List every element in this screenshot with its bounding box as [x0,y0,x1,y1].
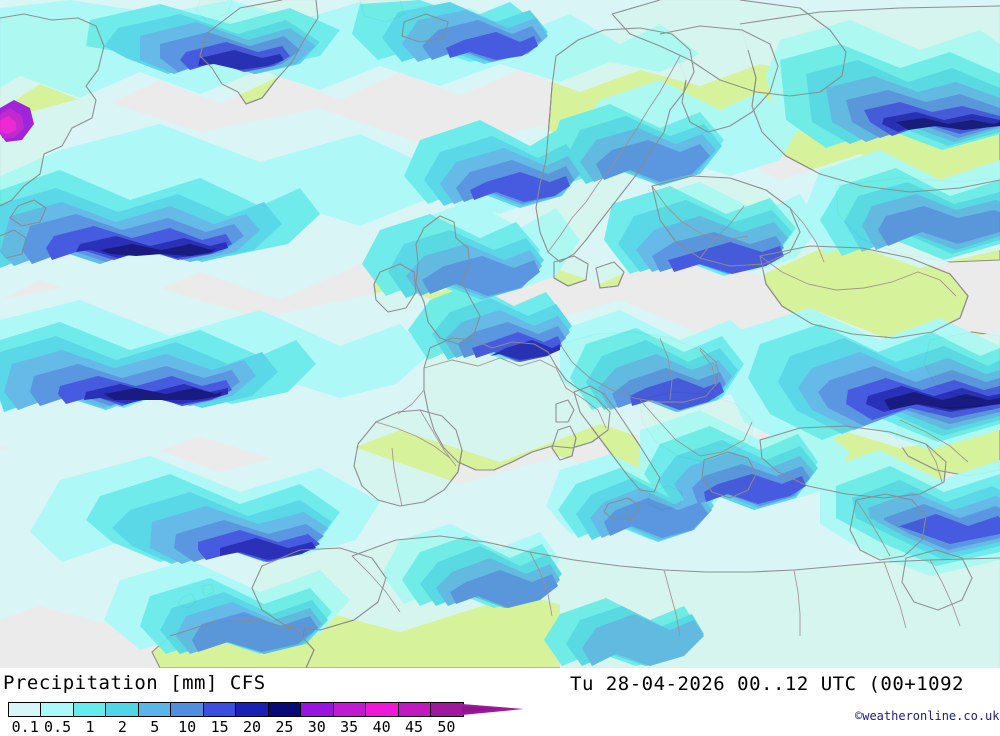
colorbar-swatch[interactable] [267,703,301,716]
colorbar-swatch[interactable] [9,703,41,716]
colorbar-swatch[interactable] [300,703,333,716]
colorbar-swatch[interactable] [202,703,236,716]
colorbar-tick-label: 30 [307,718,326,736]
colorbar-swatch[interactable] [137,703,171,716]
map-canvas [0,0,1000,668]
colorbar-tick-label: 0.5 [44,718,72,736]
colorbar-tick-label: 1 [85,718,95,736]
colorbar-swatch[interactable] [170,703,203,716]
valid-time-label: Tu 28-04-2026 00..12 UTC (00+1092 [570,673,964,695]
colorbar-swatch[interactable] [430,703,463,716]
precipitation-colorbar[interactable]: 0.1 0.5 1 2 5 10 15 20 25 30 35 40 45 50 [8,702,528,736]
colorbar-tick-labels: 0.1 0.5 1 2 5 10 15 20 25 30 35 40 45 50 [8,718,528,736]
colorbar-swatch[interactable] [105,703,138,716]
colorbar-tick-label: 5 [150,718,160,736]
colorbar-overflow-arrow [462,704,524,715]
legend-title: Precipitation [mm] CFS [3,672,266,694]
precipitation-map[interactable] [0,0,1000,668]
colorbar-tick-label: 35 [340,718,359,736]
colorbar-tick-label: 10 [178,718,197,736]
coastline-overlay [0,0,1000,668]
colorbar-tick-label: 0.1 [11,718,39,736]
copyright-label: ©weatheronline.co.uk [855,709,1000,723]
colorbar-tick-label: 2 [117,718,127,736]
colorbar-tick-label: 40 [372,718,391,736]
colorbar-swatch[interactable] [397,703,431,716]
colorbar-tick-label: 15 [210,718,229,736]
colorbar-swatch[interactable] [235,703,268,716]
precip-level-25 [100,118,1000,410]
colorbar-tick-label: 45 [404,718,424,736]
country-border-overlay [351,55,969,637]
precipitation-layer [0,0,1000,668]
colorbar-swatch[interactable] [332,703,366,716]
colorbar-tick-label: 20 [242,718,262,736]
colorbar-tick-label: 50 [437,718,456,736]
map-footer: Precipitation [mm] CFS Tu 28-04-2026 00.… [0,668,1000,736]
precip-level-extreme [0,100,34,142]
colorbar-swatches[interactable] [8,702,464,717]
colorbar-swatch[interactable] [72,703,106,716]
colorbar-swatch[interactable] [365,703,398,716]
colorbar-swatch[interactable] [40,703,73,716]
colorbar-tick-label: 25 [275,718,294,736]
